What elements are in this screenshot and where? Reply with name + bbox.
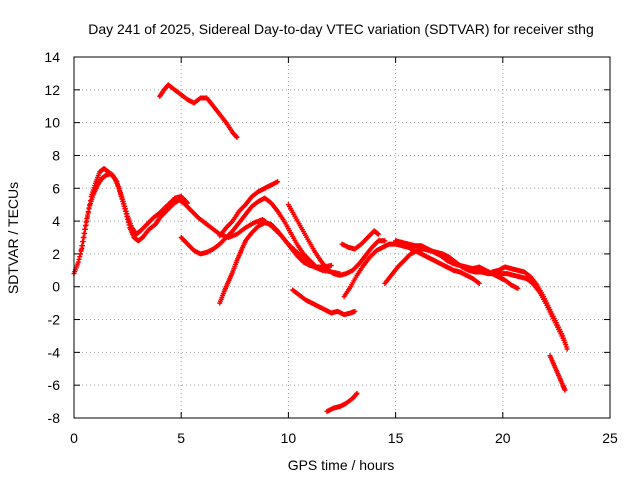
chart-title: Day 241 of 2025, Sidereal Day-to-day VTE… [88,21,594,37]
data-point [352,308,358,314]
series-arc-12 [393,238,521,291]
y-tick-label: 0 [52,279,60,295]
data-point [122,203,128,209]
data-point [77,254,83,260]
y-tick-label: -2 [48,312,61,328]
y-tick-label: 4 [52,213,60,229]
series-arc-07 [285,202,388,278]
data-point [328,262,334,268]
y-tick-label: 14 [44,49,60,65]
y-tick-label: -8 [48,410,61,426]
series-arc-08 [290,287,358,318]
data-point [124,211,130,217]
series-arc-15 [324,390,360,414]
y-tick-label: 10 [44,115,60,131]
y-tick-label: 8 [52,147,60,163]
data-point [121,201,127,207]
data-point [515,285,521,291]
data-point [76,256,82,262]
y-tick-label: 6 [52,180,60,196]
data-point [75,259,81,265]
data-point [353,391,359,397]
series-arc-03 [157,82,240,140]
x-tick-label: 25 [602,430,618,446]
data-point [382,238,388,244]
data-point [185,200,191,206]
x-tick-label: 20 [495,430,511,446]
series-arc-04 [178,195,326,273]
data-point [123,208,129,214]
data-point [564,346,570,352]
x-axis-title: GPS time / hours [288,457,395,473]
data-point [79,243,85,249]
y-tick-label: 12 [44,82,60,98]
data-point [120,198,126,204]
data-point [562,387,568,393]
data-point [80,239,86,245]
data-point [81,230,87,236]
series-arc-05 [217,179,281,239]
x-tick-label: 10 [281,430,297,446]
series-arc-14 [547,353,568,393]
y-tick-label: -6 [48,377,61,393]
data-point [85,212,91,218]
y-tick-label: -4 [48,344,61,360]
data-point [85,209,91,215]
data-point [122,206,128,212]
data-point [476,280,482,286]
x-tick-label: 15 [388,430,404,446]
plot-frame [73,56,611,419]
data-point [375,231,381,237]
x-tick-label: 0 [70,430,78,446]
y-axis-title: SDTVAR / TECUs [5,182,21,294]
series-arc-13 [489,264,570,352]
data-point [234,134,240,140]
data-point [354,390,360,396]
data-point [83,219,89,225]
grid-lines [74,57,610,418]
data-point [233,134,239,140]
data-point [78,247,84,253]
series-arc-09 [339,228,381,252]
data-point [275,179,281,185]
tick-labels: 0 5 10 15 20 25 -8 -6 -4 -2 0 2 4 6 8 10 12 14 [44,49,618,446]
data-point [80,235,86,240]
plot-markers [71,82,570,414]
x-tick-label: 5 [177,430,185,446]
data-point [77,251,83,257]
data-point [82,223,88,229]
y-tick-label: 2 [52,246,60,262]
series-arc-02 [77,171,191,257]
data-point [84,216,90,222]
data-point [82,226,88,232]
